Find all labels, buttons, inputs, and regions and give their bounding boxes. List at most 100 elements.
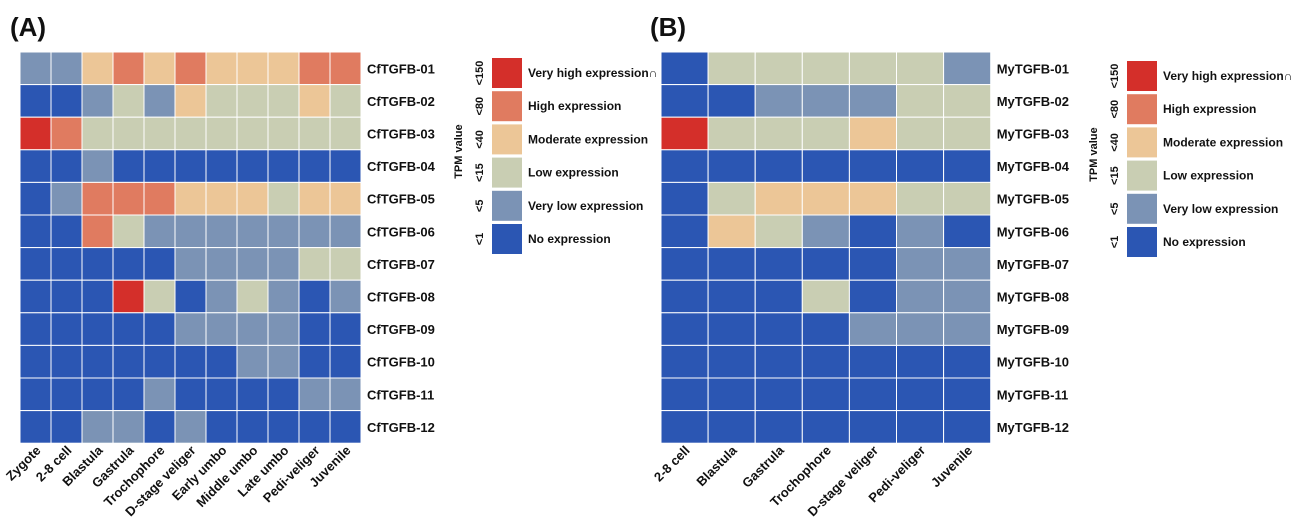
heatmap-cell bbox=[943, 84, 992, 118]
row-label: MyTGFB-01 bbox=[997, 61, 1069, 76]
heatmap-cell bbox=[112, 51, 145, 86]
panel-b-heatmap: MyTGFB-01 MyTGFB-02 MyTGFB-03 MyTGFB-04 MyTG… bbox=[651, 51, 1070, 519]
heatmap-cell bbox=[236, 344, 269, 379]
heatmap-cell bbox=[801, 84, 850, 118]
column-label: 2-8 cell bbox=[651, 443, 693, 485]
heatmap-cell bbox=[754, 181, 803, 216]
legend-swatch bbox=[1127, 227, 1157, 257]
legend-label: Very low expression bbox=[528, 199, 643, 213]
heatmap-cell bbox=[298, 312, 331, 346]
heatmap-cell bbox=[19, 116, 52, 151]
heatmap-cell bbox=[801, 247, 850, 281]
row-label: CfTGFB-05 bbox=[367, 192, 435, 207]
legend-label: Very low expression bbox=[1163, 202, 1278, 216]
legend-label: High expression bbox=[1163, 102, 1256, 116]
heatmap-cell bbox=[143, 149, 176, 183]
legend-title: TPM value bbox=[453, 124, 465, 178]
heatmap-cell bbox=[236, 214, 269, 249]
heatmap-cell bbox=[298, 51, 331, 86]
heatmap-cell bbox=[896, 377, 945, 412]
legend-swatch bbox=[492, 124, 522, 155]
legend-tick: <80 bbox=[474, 97, 486, 116]
heatmap-cell bbox=[143, 214, 176, 249]
heatmap-cell bbox=[81, 247, 114, 281]
heatmap-cell bbox=[236, 279, 269, 314]
heatmap-cell bbox=[50, 84, 83, 118]
heatmap-cell bbox=[943, 279, 992, 314]
heatmap-cell bbox=[205, 181, 238, 216]
legend-title: TPM value bbox=[1088, 127, 1100, 181]
legend-tick: <150 bbox=[474, 61, 486, 86]
heatmap-cell bbox=[236, 51, 269, 86]
heatmap-cell bbox=[19, 377, 52, 412]
heatmap-cell bbox=[267, 247, 300, 281]
row-label: CfTGFB-12 bbox=[367, 420, 435, 435]
heatmap-cell bbox=[943, 312, 992, 346]
legend-label: Low expression bbox=[1163, 169, 1254, 183]
heatmap-cell bbox=[329, 51, 362, 86]
heatmap-cell bbox=[801, 116, 850, 151]
heatmap-cell bbox=[205, 214, 238, 249]
heatmap-cell bbox=[174, 149, 207, 183]
heatmap-cell bbox=[801, 344, 850, 379]
heatmap-cell bbox=[707, 214, 756, 249]
heatmap-cell bbox=[205, 247, 238, 281]
heatmap-cell bbox=[19, 51, 52, 86]
heatmap-cell bbox=[298, 84, 331, 118]
heatmap-cell bbox=[848, 312, 898, 346]
heatmap-cell bbox=[660, 116, 709, 151]
heatmap-cell bbox=[205, 410, 238, 444]
heatmap-cell bbox=[896, 84, 945, 118]
heatmap-cell bbox=[50, 279, 83, 314]
heatmap-cell bbox=[660, 279, 709, 314]
heatmap-cell bbox=[50, 410, 83, 444]
heatmap-cell bbox=[50, 377, 83, 412]
heatmap-cell bbox=[112, 214, 145, 249]
heatmap-cell bbox=[143, 84, 176, 118]
heatmap-cell bbox=[174, 84, 207, 118]
heatmap-cell bbox=[19, 410, 52, 444]
heatmap-cell bbox=[848, 279, 898, 314]
heatmap-cell bbox=[801, 279, 850, 314]
heatmap-cell bbox=[205, 84, 238, 118]
heatmap-cell bbox=[660, 247, 709, 281]
heatmap-cell bbox=[19, 344, 52, 379]
legend-swatch bbox=[492, 58, 522, 88]
heatmap-cell bbox=[329, 247, 362, 281]
legend-swatch bbox=[492, 224, 522, 254]
heatmap-cell bbox=[943, 214, 992, 249]
legend-swatch bbox=[492, 91, 522, 122]
heatmap-cell bbox=[943, 247, 992, 281]
row-label: CfTGFB-02 bbox=[367, 94, 435, 109]
heatmap-cell bbox=[112, 410, 145, 444]
heatmap-cell bbox=[143, 410, 176, 444]
heatmap-cell bbox=[112, 312, 145, 346]
heatmap-cell bbox=[50, 344, 83, 379]
heatmap-cell bbox=[896, 279, 945, 314]
heatmap-cell bbox=[329, 344, 362, 379]
heatmap-cell bbox=[801, 181, 850, 216]
legend-label: Low expression bbox=[528, 166, 619, 180]
heatmap-cell bbox=[267, 116, 300, 151]
legend-label: No expression bbox=[528, 232, 611, 246]
heatmap-cell bbox=[754, 84, 803, 118]
heatmap-cell bbox=[112, 116, 145, 151]
heatmap-cell bbox=[143, 247, 176, 281]
heatmap-cell bbox=[236, 410, 269, 444]
heatmap-cell bbox=[707, 377, 756, 412]
heatmap-cell bbox=[81, 51, 114, 86]
legend-swatch bbox=[1127, 61, 1157, 91]
heatmap-cell bbox=[81, 377, 114, 412]
heatmap-cell bbox=[801, 51, 850, 86]
heatmap-cell bbox=[81, 214, 114, 249]
heatmap-cell bbox=[943, 51, 992, 86]
heatmap-cell bbox=[143, 116, 176, 151]
legend-tick: <40 bbox=[474, 130, 486, 149]
heatmap-cell bbox=[19, 149, 52, 183]
row-label: MyTGFB-09 bbox=[997, 322, 1069, 337]
row-label: CfTGFB-07 bbox=[367, 257, 435, 272]
heatmap-cell bbox=[660, 181, 709, 216]
heatmap-cell bbox=[896, 312, 945, 346]
heatmap-cell bbox=[50, 247, 83, 281]
